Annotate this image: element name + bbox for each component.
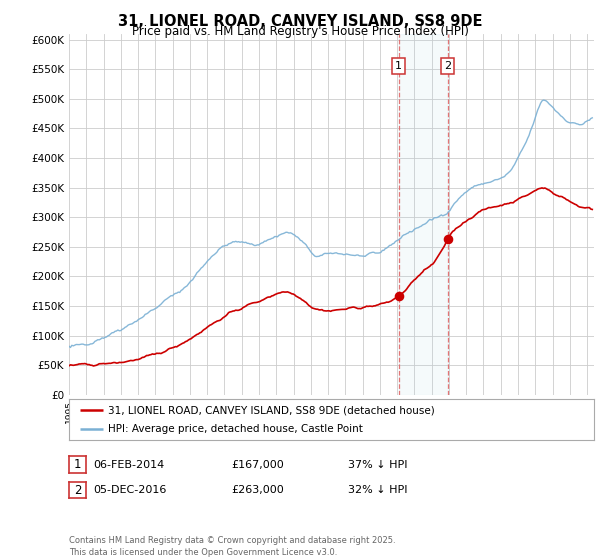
Text: 06-FEB-2014: 06-FEB-2014: [93, 460, 164, 470]
Point: [394, 291, 403, 300]
Text: 2: 2: [444, 61, 451, 71]
Text: 1: 1: [74, 458, 81, 472]
Text: 31, LIONEL ROAD, CANVEY ISLAND, SS8 9DE: 31, LIONEL ROAD, CANVEY ISLAND, SS8 9DE: [118, 14, 482, 29]
Text: 2: 2: [74, 483, 81, 497]
Point: [443, 235, 452, 244]
Text: Contains HM Land Registry data © Crown copyright and database right 2025.
This d: Contains HM Land Registry data © Crown c…: [69, 536, 395, 557]
Text: Price paid vs. HM Land Registry's House Price Index (HPI): Price paid vs. HM Land Registry's House …: [131, 25, 469, 38]
Text: £263,000: £263,000: [231, 485, 284, 495]
Bar: [398, 34, 448, 395]
Text: 05-DEC-2016: 05-DEC-2016: [93, 485, 166, 495]
Text: HPI: Average price, detached house, Castle Point: HPI: Average price, detached house, Cast…: [109, 424, 363, 433]
Text: 31, LIONEL ROAD, CANVEY ISLAND, SS8 9DE (detached house): 31, LIONEL ROAD, CANVEY ISLAND, SS8 9DE …: [109, 405, 435, 415]
Text: 37% ↓ HPI: 37% ↓ HPI: [348, 460, 407, 470]
Text: £167,000: £167,000: [231, 460, 284, 470]
Text: 32% ↓ HPI: 32% ↓ HPI: [348, 485, 407, 495]
Text: 1: 1: [395, 61, 402, 71]
